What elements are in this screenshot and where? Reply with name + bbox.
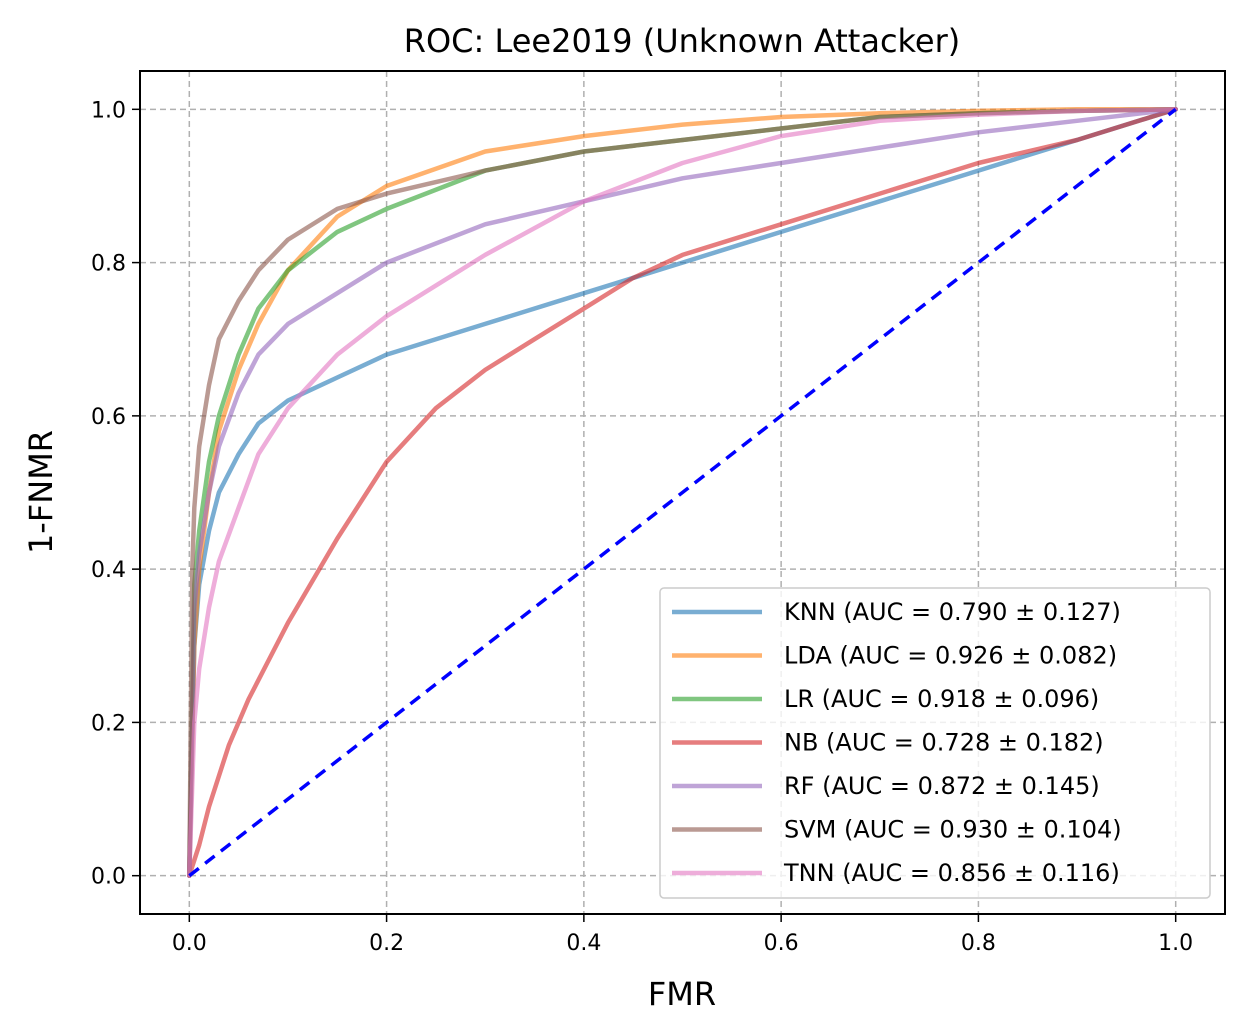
legend-label-rf: RF (AUC = 0.872 ± 0.145): [784, 772, 1100, 800]
legend-box: [659, 587, 1211, 899]
y-tick-label: 0.6: [91, 405, 126, 430]
x-tick-label: 0.0: [172, 931, 207, 956]
legend-label-lda: LDA (AUC = 0.926 ± 0.082): [784, 642, 1117, 670]
y-tick-label: 0.0: [91, 865, 126, 890]
x-axis-title: FMR: [648, 975, 716, 1013]
y-tick-label: 0.8: [91, 252, 126, 277]
chart-title: ROC: Lee2019 (Unknown Attacker): [404, 22, 961, 60]
x-tick-label: 1.0: [1158, 931, 1193, 956]
x-tick-label: 0.6: [764, 931, 799, 956]
roc-curve-rf: [187, 107, 1178, 878]
axis-ticks: 0.0 0.2 0.4 0.6 0.8 1.0 0.0 0.2 0.4 0.6 0.8 1.0: [91, 98, 1193, 956]
chance-reference-line: [188, 107, 1177, 878]
y-tick-label: 0.4: [91, 558, 126, 583]
y-tick-label: 0.2: [91, 711, 126, 736]
x-tick-label: 0.2: [369, 931, 404, 956]
roc-curve-knn: [187, 107, 1178, 878]
y-tick-label: 1.0: [91, 98, 126, 123]
x-tick-label: 0.4: [566, 931, 601, 956]
legend-label-lr: LR (AUC = 0.918 ± 0.096): [784, 685, 1099, 713]
legend-label-svm: SVM (AUC = 0.930 ± 0.104): [784, 816, 1122, 844]
x-tick-label: 0.8: [961, 931, 996, 956]
legend-label-tnn: TNN (AUC = 0.856 ± 0.116): [783, 859, 1120, 887]
roc-curve-tnn: [187, 107, 1178, 878]
legend-label-nb: NB (AUC = 0.728 ± 0.182): [784, 729, 1104, 757]
roc-curves: [187, 107, 1178, 878]
y-axis-title: 1-FNMR: [22, 430, 60, 554]
grid: [140, 71, 1225, 914]
roc-curve-nb: [187, 107, 1178, 878]
roc-curve-svm: [187, 107, 1178, 878]
legend: KNN (AUC = 0.790 ± 0.127) LDA (AUC = 0.92…: [659, 587, 1211, 899]
legend-label-knn: KNN (AUC = 0.790 ± 0.127): [784, 598, 1121, 626]
plot-frame: [139, 70, 1226, 915]
